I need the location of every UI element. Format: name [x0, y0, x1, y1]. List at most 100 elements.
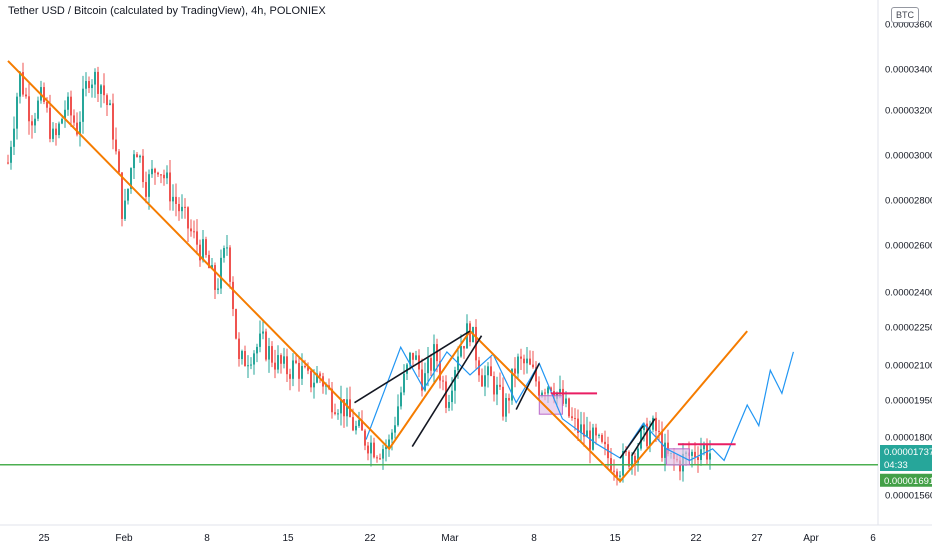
candle-body	[79, 121, 81, 135]
candle-body	[286, 356, 288, 375]
candle-body	[361, 420, 363, 431]
projection-path	[365, 345, 794, 462]
candle-body	[703, 445, 705, 450]
price-scale[interactable]: 0.00003600 0.00003400 0.00003200 0.00003000…	[885, 20, 932, 502]
candle-body	[436, 344, 438, 362]
candle-body	[502, 386, 504, 417]
candle-body	[289, 374, 291, 379]
candle-body	[163, 174, 165, 179]
candle-body	[658, 430, 660, 432]
candle-body	[112, 103, 114, 140]
candle-body	[196, 231, 198, 245]
candle-body	[22, 72, 24, 95]
candle-body	[298, 362, 300, 379]
drawing-layer[interactable]	[0, 60, 878, 483]
candle-body	[337, 413, 339, 415]
candle-body	[142, 155, 144, 183]
candle-body	[55, 128, 57, 136]
candle-body	[7, 162, 9, 164]
y-tick-label: 0.00003200	[885, 106, 932, 117]
candle-body	[220, 257, 222, 289]
x-tick-label: 25	[38, 533, 50, 544]
candle-body	[379, 458, 381, 460]
countdown-value: 04:33	[884, 460, 908, 471]
candle-body	[181, 206, 183, 212]
candle-body	[256, 346, 258, 354]
candle-body	[151, 168, 153, 175]
candle-body	[460, 346, 462, 357]
consolidation-box	[665, 448, 690, 466]
candle-body	[442, 380, 444, 382]
candle-body	[619, 475, 621, 477]
candle-body	[34, 118, 36, 126]
candle-body	[52, 128, 54, 139]
candle-body	[382, 449, 384, 459]
candle-body	[31, 121, 33, 126]
candle-body	[121, 172, 123, 219]
candle-body	[73, 115, 75, 123]
price-labels: 0.00001737 04:33 0.00001691	[880, 445, 932, 487]
candle-body	[574, 418, 576, 420]
candle-body	[523, 358, 525, 364]
candle-body	[316, 373, 318, 383]
candle-body	[505, 397, 507, 417]
y-tick-label: 0.00002600	[885, 241, 932, 252]
y-tick-label: 0.00001950	[885, 396, 932, 407]
candle-body	[190, 228, 192, 232]
candle-body	[484, 375, 486, 387]
candle-body	[214, 265, 216, 290]
candle-body	[145, 182, 147, 197]
support-price-value: 0.00001691	[884, 476, 932, 487]
candle-body	[586, 430, 588, 437]
candle-body	[664, 442, 666, 458]
candle-body	[559, 388, 561, 393]
candle-body	[133, 154, 135, 169]
candle-body	[613, 470, 615, 472]
candle-body	[67, 96, 69, 110]
candle-body	[403, 373, 405, 393]
candle-body	[250, 364, 252, 366]
candle-body	[70, 96, 72, 116]
candle-body	[76, 122, 78, 135]
candle-body	[562, 388, 564, 404]
candle-body	[169, 172, 171, 202]
candle-body	[16, 96, 18, 129]
x-tick-label: 8	[531, 533, 537, 544]
candle-body	[331, 388, 333, 413]
candle-body	[355, 425, 357, 431]
candle-body	[199, 244, 201, 261]
candle-body	[358, 420, 360, 426]
candle-body	[478, 360, 480, 376]
candle-body	[655, 417, 657, 431]
candle-body	[595, 427, 597, 436]
candle-body	[208, 254, 210, 269]
candle-body	[253, 353, 255, 365]
candle-body	[325, 385, 327, 387]
candle-body	[307, 367, 309, 371]
candle-body	[235, 309, 237, 339]
candle-body	[646, 423, 648, 447]
candle-body	[100, 85, 102, 94]
candle-body	[346, 399, 348, 417]
candle-body	[643, 423, 645, 431]
candle-body	[118, 151, 120, 173]
candle-body	[541, 392, 543, 396]
candle-body	[19, 72, 21, 97]
candle-body	[544, 392, 546, 394]
candle-body	[184, 206, 186, 208]
x-tick-label: 22	[364, 533, 376, 544]
y-tick-label: 0.00003600	[885, 20, 932, 31]
candle-body	[187, 207, 189, 229]
candle-body	[268, 346, 270, 360]
candle-body	[160, 174, 162, 176]
candle-body	[274, 362, 276, 370]
currency-badge[interactable]: BTC	[891, 7, 919, 23]
candle-body	[103, 85, 105, 96]
x-tick-label: Mar	[441, 533, 459, 544]
time-scale[interactable]: 25 Feb 8 15 22 Mar 8 15 22 27 Apr 6	[38, 533, 876, 544]
candle-body	[511, 368, 513, 401]
candle-body	[538, 381, 540, 396]
candle-body	[229, 247, 231, 282]
candle-body	[508, 397, 510, 401]
